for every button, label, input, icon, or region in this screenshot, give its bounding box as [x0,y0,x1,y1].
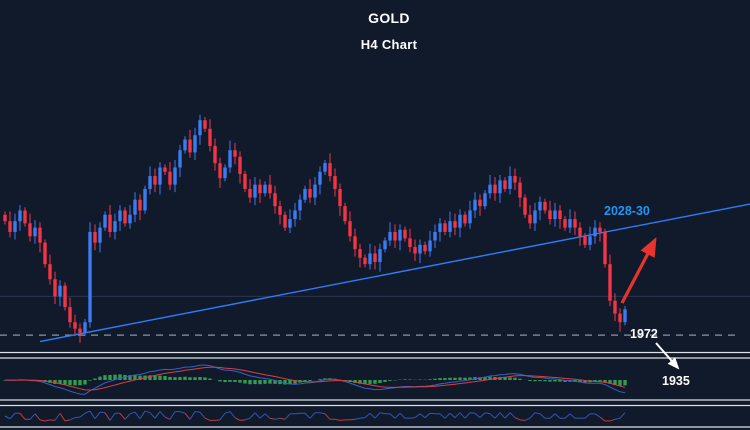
bullish-bounce-arrow [620,237,657,304]
macd-line [4,364,626,395]
target-price-label: 1935 [662,374,690,388]
trendline-price-label: 2028-30 [604,204,650,218]
chart-title: GOLD [368,10,410,26]
ascending-trendline [39,203,750,343]
bearish-target-arrow [655,342,680,370]
signal-line [4,366,626,391]
chart-subtitle: H4 Chart [360,37,418,52]
mini-oscillator [4,410,626,422]
support-price-label: 1972 [630,327,658,341]
candlesticks [3,114,627,343]
